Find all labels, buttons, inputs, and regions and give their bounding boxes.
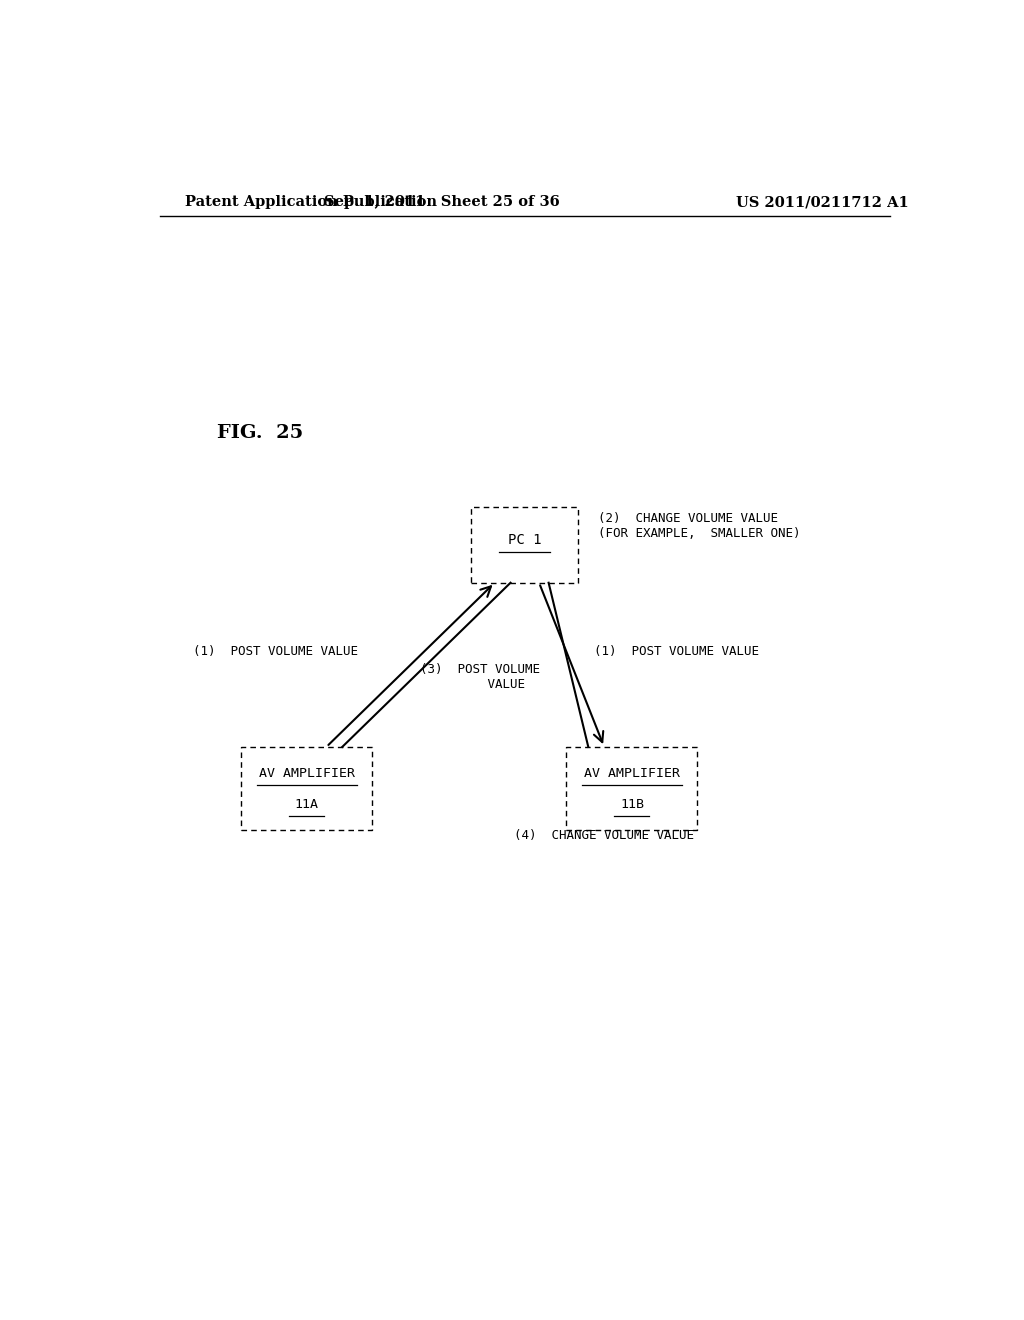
FancyBboxPatch shape bbox=[566, 747, 697, 830]
FancyBboxPatch shape bbox=[241, 747, 372, 830]
Text: (3)  POST VOLUME
         VALUE: (3) POST VOLUME VALUE bbox=[420, 663, 540, 690]
Text: (1)  POST VOLUME VALUE: (1) POST VOLUME VALUE bbox=[194, 645, 358, 657]
Text: 11B: 11B bbox=[620, 799, 644, 812]
Text: AV AMPLIFIER: AV AMPLIFIER bbox=[258, 767, 354, 780]
Text: (1)  POST VOLUME VALUE: (1) POST VOLUME VALUE bbox=[594, 645, 759, 657]
Text: Sep. 1, 2011   Sheet 25 of 36: Sep. 1, 2011 Sheet 25 of 36 bbox=[324, 195, 559, 209]
Text: AV AMPLIFIER: AV AMPLIFIER bbox=[584, 767, 680, 780]
Text: Patent Application Publication: Patent Application Publication bbox=[185, 195, 437, 209]
Text: US 2011/0211712 A1: US 2011/0211712 A1 bbox=[736, 195, 908, 209]
Text: 11A: 11A bbox=[295, 799, 318, 812]
Text: FIG.  25: FIG. 25 bbox=[217, 424, 303, 442]
Text: PC 1: PC 1 bbox=[508, 532, 542, 546]
Text: (2)  CHANGE VOLUME VALUE
(FOR EXAMPLE,  SMALLER ONE): (2) CHANGE VOLUME VALUE (FOR EXAMPLE, SM… bbox=[598, 512, 801, 540]
FancyBboxPatch shape bbox=[471, 507, 579, 582]
Text: (4)  CHANGE VOLUME VALUE: (4) CHANGE VOLUME VALUE bbox=[514, 829, 694, 842]
